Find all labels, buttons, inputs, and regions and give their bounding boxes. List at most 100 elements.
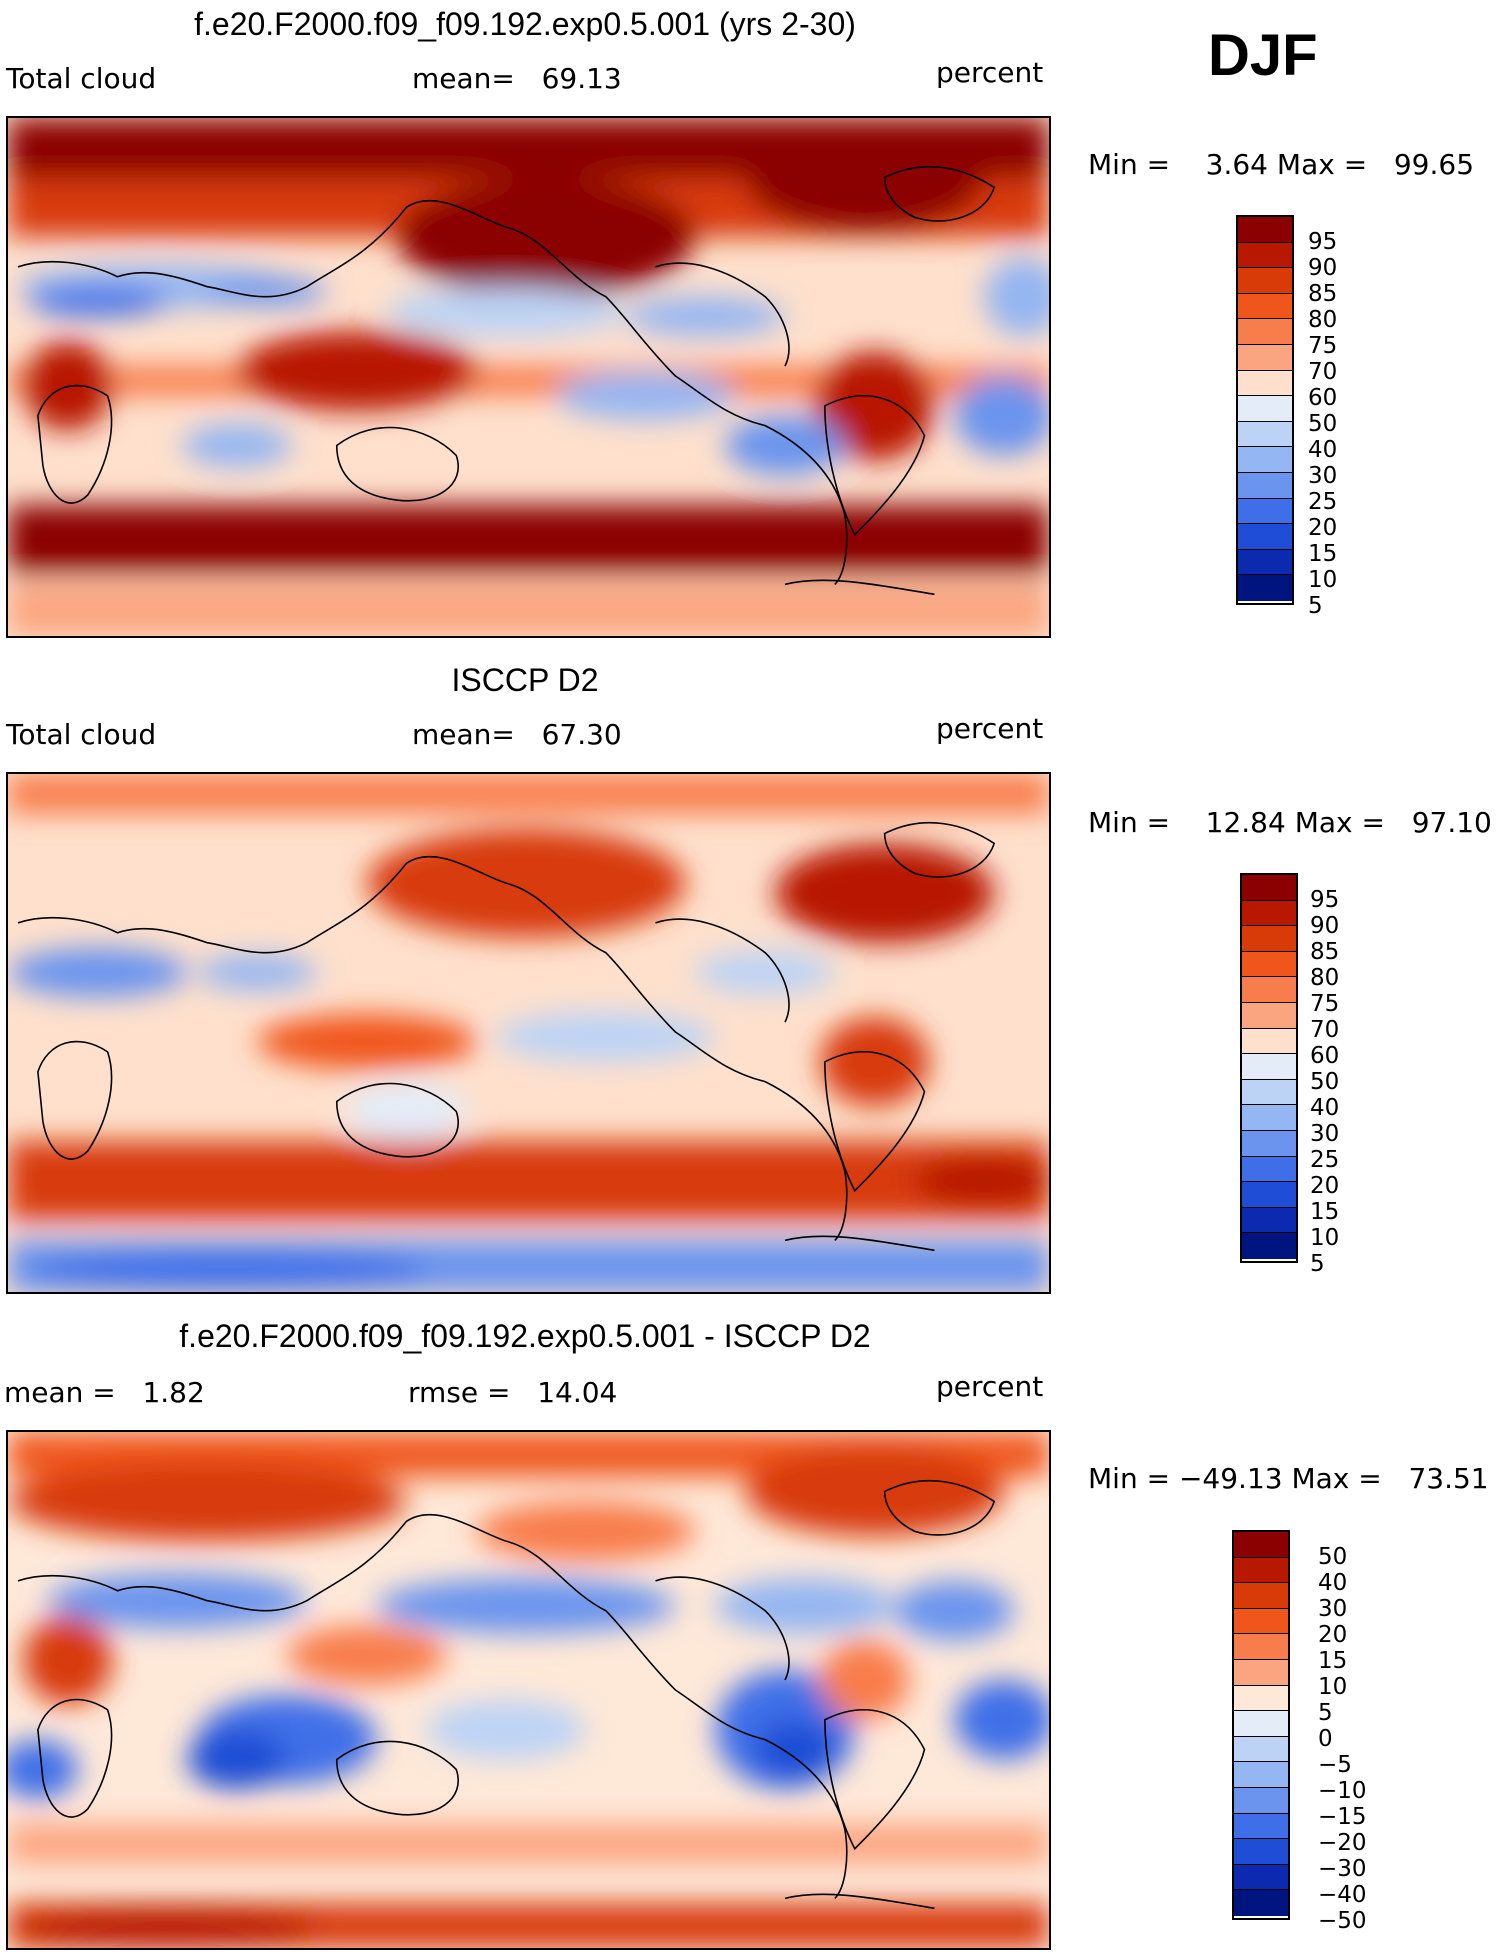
panel3-title: f.e20.F2000.f09_f09.192.exp0.5.001 - ISC… <box>179 1318 871 1354</box>
colorbar-swatch <box>1242 1079 1296 1106</box>
colorbar-swatch <box>1242 926 1296 952</box>
colorbar-tick-label: 60 <box>1308 384 1338 411</box>
panel2-min-max: Min = 12.84 Max = 97.10 <box>1088 806 1492 839</box>
colorbar-tick-label: 0 <box>1318 1725 1333 1752</box>
panel3-coastlines <box>17 1480 996 1910</box>
colorbar-tick-label: 85 <box>1310 938 1340 965</box>
colorbar-tick-label: 50 <box>1310 1068 1340 1095</box>
colorbar-tick-label: 30 <box>1308 462 1338 489</box>
colorbar-swatch <box>1238 421 1292 448</box>
colorbar-swatch <box>1242 1233 1296 1259</box>
panel3-min-key: Min = <box>1088 1462 1171 1495</box>
colorbar-swatch <box>1234 1583 1288 1609</box>
panel2-max-value: 97.10 <box>1411 806 1492 839</box>
colorbar-tick-label: 70 <box>1308 358 1338 385</box>
colorbar-tick-label: 75 <box>1310 990 1340 1017</box>
colorbar-swatch <box>1234 1813 1288 1840</box>
colorbar-swatch <box>1242 1207 1296 1234</box>
colorbar-swatch <box>1242 1156 1296 1183</box>
colorbar-swatch <box>1238 447 1292 473</box>
panel1-units: percent <box>936 56 1044 89</box>
panel1-colorbar <box>1236 215 1294 605</box>
colorbar-tick-label: 25 <box>1308 488 1338 515</box>
colorbar-tick-label: 95 <box>1308 228 1338 255</box>
colorbar-swatch <box>1234 1839 1288 1865</box>
colorbar-tick-label: −15 <box>1318 1803 1367 1830</box>
colorbar-swatch <box>1234 1532 1288 1558</box>
colorbar-tick-label: 5 <box>1310 1250 1325 1277</box>
colorbar-swatch <box>1234 1659 1288 1686</box>
panel2-max-key: Max = <box>1294 806 1385 839</box>
colorbar-swatch <box>1242 1028 1296 1055</box>
colorbar-swatch <box>1238 472 1292 499</box>
colorbar-swatch <box>1238 370 1292 397</box>
colorbar-swatch <box>1234 1634 1288 1660</box>
colorbar-tick-label: 80 <box>1310 964 1340 991</box>
colorbar-swatch <box>1238 498 1292 525</box>
colorbar-tick-label: 10 <box>1310 1224 1340 1251</box>
colorbar-swatch <box>1238 396 1292 422</box>
panel2-units: percent <box>936 712 1044 745</box>
colorbar-tick-label: 30 <box>1310 1120 1340 1147</box>
colorbar-tick-label: 85 <box>1308 280 1338 307</box>
colorbar-swatch <box>1242 977 1296 1003</box>
colorbar-swatch <box>1234 1608 1288 1635</box>
panel1-min-value: 3.64 <box>1205 148 1268 181</box>
colorbar-tick-label: 90 <box>1308 254 1338 281</box>
colorbar-tick-label: −30 <box>1318 1855 1367 1882</box>
panel2-title: ISCCP D2 <box>451 662 599 698</box>
season-label: DJF <box>1208 23 1318 88</box>
colorbar-swatch <box>1234 1557 1288 1584</box>
colorbar-tick-label: 60 <box>1310 1042 1340 1069</box>
colorbar-tick-label: 40 <box>1310 1094 1340 1121</box>
colorbar-swatch <box>1242 1054 1296 1080</box>
panel1-contour-field <box>8 118 1049 636</box>
colorbar-tick-label: 70 <box>1310 1016 1340 1043</box>
colorbar-tick-label: 80 <box>1308 306 1338 333</box>
panel1-coastlines <box>17 166 996 596</box>
panel2-mean-value: 67.30 <box>541 718 622 751</box>
colorbar-tick-label: 95 <box>1310 886 1340 913</box>
colorbar-swatch <box>1238 549 1292 576</box>
colorbar-swatch <box>1242 1002 1296 1029</box>
colorbar-tick-label: −20 <box>1318 1829 1367 1856</box>
colorbar-swatch <box>1238 344 1292 371</box>
colorbar-swatch <box>1234 1890 1288 1916</box>
colorbar-tick-label: 40 <box>1318 1569 1348 1596</box>
colorbar-tick-label: 15 <box>1318 1647 1348 1674</box>
panel2-mean-key: mean= <box>412 718 515 751</box>
colorbar-swatch <box>1234 1864 1288 1891</box>
panel3-contour-field <box>8 1432 1049 1948</box>
panel3-rmse-label: rmse = 14.04 <box>408 1376 617 1409</box>
panel2-map <box>6 772 1051 1294</box>
panel2-colorbar <box>1240 873 1298 1263</box>
panel3-map <box>6 1430 1051 1950</box>
panel1-variable-label: Total cloud <box>6 62 157 95</box>
colorbar-tick-label: 10 <box>1318 1673 1348 1700</box>
colorbar-swatch <box>1234 1736 1288 1763</box>
colorbar-tick-label: 20 <box>1308 514 1338 541</box>
panel1-min-key: Min = <box>1088 148 1171 181</box>
colorbar-swatch <box>1238 217 1292 243</box>
colorbar-swatch <box>1234 1685 1288 1712</box>
panel3-mean: mean = 1.82 <box>4 1376 205 1409</box>
colorbar-swatch <box>1238 319 1292 345</box>
colorbar-swatch <box>1238 293 1292 320</box>
colorbar-swatch <box>1242 1182 1296 1208</box>
panel2-mean-label: mean= 67.30 <box>412 718 622 751</box>
panel3-max-key: Max = <box>1291 1462 1382 1495</box>
colorbar-tick-label: −40 <box>1318 1881 1367 1908</box>
colorbar-tick-label: 90 <box>1310 912 1340 939</box>
panel1-map <box>6 116 1051 638</box>
panel1-max-value: 99.65 <box>1393 148 1475 181</box>
colorbar-tick-label: 20 <box>1318 1621 1348 1648</box>
colorbar-swatch <box>1238 524 1292 550</box>
panel3-max-value: 73.51 <box>1408 1462 1489 1495</box>
panel1-max-key: Max = <box>1276 148 1368 181</box>
colorbar-tick-label: 5 <box>1308 592 1323 619</box>
panel2-coastlines <box>17 822 996 1252</box>
panel1-mean-key: mean= <box>412 62 515 95</box>
colorbar-tick-label: 15 <box>1310 1198 1340 1225</box>
colorbar-tick-label: −50 <box>1318 1907 1367 1934</box>
colorbar-swatch <box>1242 900 1296 927</box>
